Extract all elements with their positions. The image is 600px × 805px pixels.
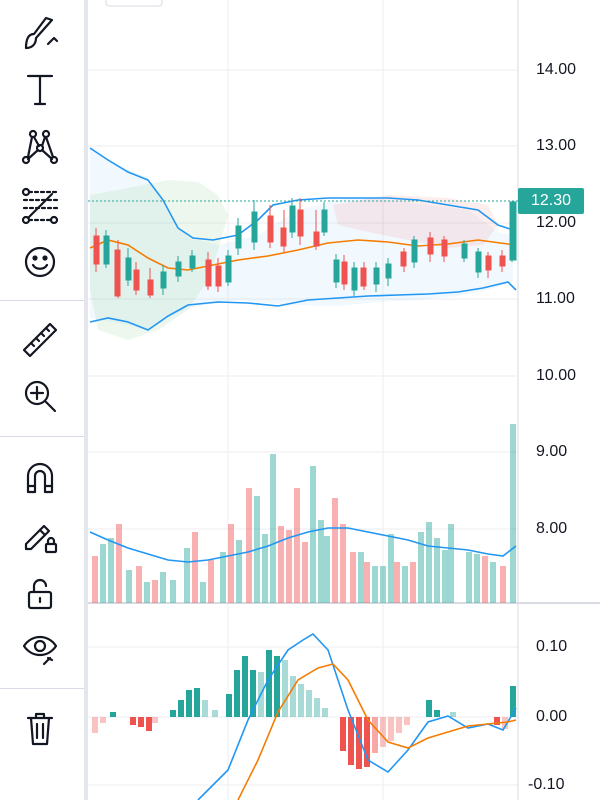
eye-icon[interactable]: [18, 626, 62, 670]
price-axis-label: 12.00: [536, 214, 577, 231]
trash-icon[interactable]: [18, 706, 62, 750]
price-axis-label: 13.00: [536, 137, 577, 154]
signal-line: [237, 663, 517, 801]
fib-tool-icon[interactable]: [18, 184, 62, 228]
volume-bars: [89, 424, 517, 603]
toolbar-divider: [0, 688, 84, 689]
toolbar-border: [84, 0, 88, 800]
brush-tool-icon[interactable]: [18, 12, 62, 56]
price-axis-label: 11.00: [536, 290, 575, 307]
emoji-tool-icon[interactable]: [18, 240, 62, 284]
bollinger-lower: [89, 281, 517, 331]
zoom-in-icon[interactable]: [18, 374, 62, 418]
macd-axis-label: 0.10: [536, 638, 568, 655]
magnet-icon[interactable]: [18, 456, 62, 500]
bollinger-fill: [90, 148, 513, 330]
text-tool-icon[interactable]: [18, 68, 62, 112]
bollinger-upper: [89, 147, 514, 241]
toolbar-divider: [0, 436, 84, 437]
volume-ma: [89, 527, 517, 563]
moving-average: [89, 239, 517, 271]
red-cloud: [333, 195, 498, 248]
pencil-lock-icon[interactable]: [18, 514, 62, 558]
grid-lines: [88, 0, 518, 800]
series-legend[interactable]: [105, 0, 163, 7]
macd-axis-label: 0.00: [536, 708, 568, 725]
price-axis-label: 10.00: [536, 367, 577, 384]
toolbar-divider: [0, 300, 84, 301]
unlock-icon[interactable]: [18, 572, 62, 616]
chart-canvas[interactable]: [88, 0, 600, 801]
candlesticks: [93, 198, 517, 298]
macd-line: [197, 632, 517, 801]
price-axis-label: 8.00: [536, 520, 568, 537]
drawing-toolbar: [0, 0, 84, 800]
price-axis-label: 9.00: [536, 443, 568, 460]
macd-histogram: [92, 632, 517, 801]
price-axis-label: 14.00: [536, 61, 577, 78]
current-price-badge: 12.30: [518, 188, 584, 214]
ruler-tool-icon[interactable]: [18, 318, 62, 362]
pattern-tool-icon[interactable]: [18, 124, 62, 168]
chart-area[interactable]: 14.00 13.00 12.00 11.00 10.00 9.00 8.00 …: [88, 0, 600, 801]
green-cloud: [90, 180, 228, 340]
macd-axis-label: -0.10: [528, 776, 565, 793]
